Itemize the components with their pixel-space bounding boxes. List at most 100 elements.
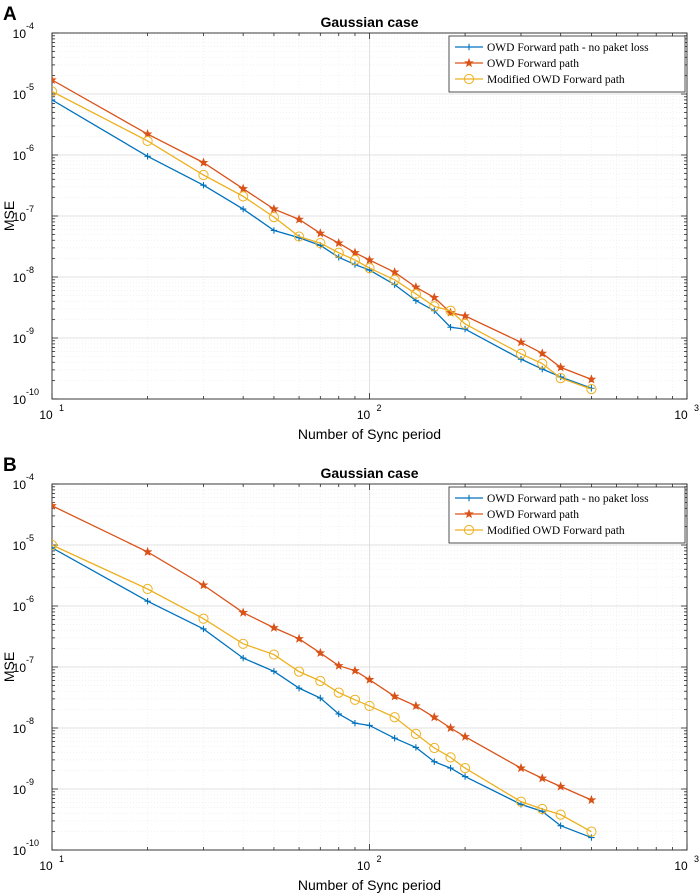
legend-entry: OWD Forward path bbox=[455, 57, 579, 70]
data-point bbox=[295, 684, 303, 692]
data-point bbox=[315, 228, 326, 238]
data-point bbox=[317, 694, 324, 702]
data-point bbox=[586, 384, 597, 395]
data-point bbox=[537, 803, 548, 815]
data-point bbox=[445, 305, 456, 316]
y-tick-label-exponent: -9 bbox=[26, 777, 34, 787]
legend-entry: OWD Forward path - no paket loss bbox=[455, 42, 649, 54]
y-tick-label: 10 bbox=[13, 844, 27, 858]
legend-label: OWD Forward path bbox=[487, 509, 579, 521]
legend-marker bbox=[463, 73, 475, 85]
data-point bbox=[364, 674, 375, 684]
data-point bbox=[269, 203, 279, 214]
data-point bbox=[200, 625, 207, 633]
data-point bbox=[557, 822, 564, 829]
data-point bbox=[389, 712, 400, 723]
data-point bbox=[445, 722, 456, 733]
data-point bbox=[389, 691, 400, 701]
x-tick-label-exponent: 3 bbox=[694, 854, 699, 864]
data-point bbox=[537, 358, 548, 369]
data-point bbox=[389, 274, 400, 285]
y-tick-label: 10 bbox=[13, 783, 27, 797]
legend-marker bbox=[465, 494, 473, 502]
data-point bbox=[364, 262, 375, 274]
x-tick-label: 10 bbox=[674, 859, 688, 873]
data-point bbox=[429, 712, 440, 722]
data-point bbox=[333, 687, 344, 698]
data-point bbox=[588, 834, 595, 841]
y-tick-label-exponent: -9 bbox=[26, 326, 34, 336]
series-star bbox=[52, 74, 597, 384]
data-point bbox=[460, 310, 470, 321]
legend-marker bbox=[463, 524, 475, 536]
data-point bbox=[238, 638, 249, 649]
data-point bbox=[391, 735, 398, 742]
data-point bbox=[52, 539, 58, 551]
data-point bbox=[293, 231, 305, 242]
y-tick-label-exponent: -6 bbox=[26, 594, 34, 604]
data-point bbox=[142, 583, 153, 595]
y-tick-label-exponent: -10 bbox=[26, 387, 39, 397]
data-point bbox=[52, 74, 57, 85]
series-line bbox=[52, 544, 592, 833]
y-tick-label: 10 bbox=[13, 149, 27, 163]
x-tick-label: 10 bbox=[39, 408, 53, 422]
data-point bbox=[445, 752, 456, 763]
data-point bbox=[315, 237, 326, 249]
data-point bbox=[315, 647, 326, 658]
data-point bbox=[411, 700, 421, 711]
y-axis-label: MSE bbox=[1, 201, 17, 231]
data-point bbox=[410, 288, 421, 299]
legend-entry: OWD Forward path - no paket loss bbox=[455, 493, 649, 505]
y-tick-label-exponent: -4 bbox=[26, 472, 34, 482]
x-tick-label-exponent: 3 bbox=[694, 403, 699, 413]
data-point bbox=[349, 254, 361, 266]
data-point bbox=[364, 254, 375, 265]
data-point bbox=[294, 214, 304, 224]
y-tick-label-exponent: -6 bbox=[26, 143, 34, 153]
y-tick-label: 10 bbox=[13, 600, 27, 614]
data-point bbox=[238, 183, 248, 193]
y-tick-label: 10 bbox=[13, 332, 27, 346]
data-point bbox=[238, 191, 249, 202]
data-point bbox=[537, 773, 548, 783]
x-tick-label: 10 bbox=[674, 408, 688, 422]
data-point bbox=[350, 247, 360, 257]
data-point bbox=[461, 325, 469, 333]
y-tick-label: 10 bbox=[13, 722, 27, 736]
data-point bbox=[412, 744, 420, 751]
y-tick-label: 10 bbox=[13, 271, 27, 285]
legend-marker bbox=[464, 508, 474, 519]
data-point bbox=[364, 700, 375, 712]
y-tick-label-exponent: -8 bbox=[26, 265, 34, 275]
y-tick-label-exponent: -5 bbox=[26, 82, 34, 92]
data-point bbox=[586, 826, 597, 837]
data-point bbox=[333, 660, 344, 670]
data-point bbox=[517, 355, 525, 363]
data-point bbox=[238, 607, 248, 617]
data-point bbox=[389, 267, 400, 277]
data-point bbox=[52, 544, 56, 551]
data-point bbox=[586, 374, 597, 384]
x-tick-label: 10 bbox=[39, 859, 53, 873]
x-axis-label: Number of Sync period bbox=[298, 877, 441, 893]
y-axis-label: MSE bbox=[1, 652, 17, 682]
legend-box bbox=[448, 486, 686, 544]
data-point bbox=[293, 666, 305, 677]
data-point bbox=[315, 675, 326, 687]
data-point bbox=[555, 809, 566, 820]
data-point bbox=[445, 307, 456, 317]
data-point bbox=[516, 763, 526, 773]
y-tick-label-exponent: -4 bbox=[26, 21, 34, 31]
data-point bbox=[294, 633, 304, 643]
data-point bbox=[52, 500, 57, 510]
data-point bbox=[270, 668, 278, 675]
legend: OWD Forward path - no paket loss OWD Forw… bbox=[448, 486, 686, 544]
y-tick-label-exponent: -8 bbox=[26, 716, 34, 726]
data-point bbox=[515, 348, 527, 359]
legend-label: Modified OWD Forward path bbox=[487, 74, 625, 86]
x-tick-label-exponent: 2 bbox=[377, 854, 382, 864]
data-point bbox=[515, 796, 527, 807]
grid bbox=[51, 483, 688, 851]
